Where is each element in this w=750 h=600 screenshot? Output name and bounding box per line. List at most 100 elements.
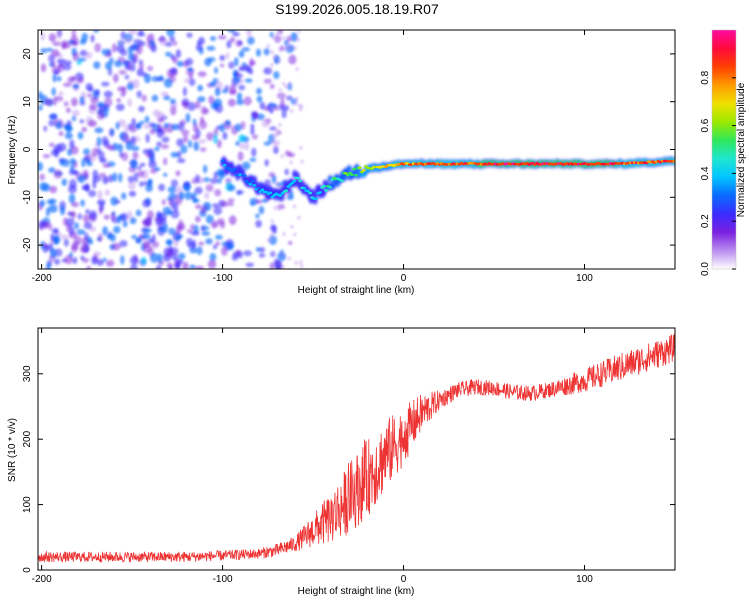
noise-blob [198, 139, 207, 144]
x-tick-label: -200 [32, 574, 52, 585]
noise-blob [91, 147, 99, 157]
carrier-core-blob [268, 191, 273, 195]
noise-blob [157, 128, 163, 133]
noise-blob [69, 139, 75, 149]
noise-blob [217, 35, 227, 40]
noise-blob [170, 151, 179, 158]
noise-blob [287, 44, 291, 49]
noise-blob [256, 95, 263, 103]
noise-blob [219, 123, 226, 133]
noise-blob [161, 136, 170, 143]
noise-blob [148, 122, 156, 128]
noise-blob [196, 40, 201, 47]
noise-blob [234, 57, 239, 67]
noise-blob [102, 257, 107, 262]
noise-blob [72, 241, 81, 247]
noise-blob [224, 85, 229, 91]
noise-blob [181, 101, 190, 107]
noise-blob [187, 139, 193, 148]
noise-blob [70, 35, 79, 46]
noise-blob [239, 143, 246, 150]
noise-blob [157, 253, 163, 264]
y-tick-label: -20 [22, 237, 33, 252]
noise-blob [92, 169, 99, 179]
noise-blob [138, 181, 145, 187]
noise-blob [39, 199, 45, 207]
noise-blob [163, 157, 168, 166]
noise-blob [216, 139, 222, 149]
noise-blob [163, 172, 168, 177]
noise-blob [182, 86, 187, 97]
noise-blob [129, 264, 138, 269]
x-tick-label: 0 [401, 273, 407, 284]
noise-blob [149, 40, 155, 47]
noise-blob [191, 192, 197, 198]
carrier-core-blob [242, 174, 247, 177]
noise-blob [52, 73, 57, 83]
noise-blob [276, 92, 286, 99]
noise-blob [48, 119, 55, 127]
noise-blob [222, 132, 228, 140]
noise-blob [97, 233, 103, 242]
noise-blob [191, 134, 200, 141]
noise-blob [263, 141, 271, 146]
noise-blob [72, 84, 80, 89]
noise-blob [287, 256, 291, 261]
noise-blob [152, 109, 161, 117]
noise-blob [229, 84, 237, 94]
noise-blob [277, 252, 287, 262]
noise-blob [287, 152, 295, 158]
noise-blob [42, 183, 51, 192]
noise-blob [129, 125, 137, 133]
noise-blob [187, 67, 194, 73]
noise-blob [196, 246, 203, 256]
noise-blob [141, 94, 147, 102]
noise-blob [125, 140, 133, 151]
noise-blob [227, 30, 236, 33]
noise-blob [232, 31, 240, 37]
noise-blob [214, 189, 222, 197]
noise-blob [62, 63, 72, 71]
noise-blob [272, 35, 276, 40]
colorbar-tick-label: 0.0 [700, 262, 711, 276]
noise-blob [81, 126, 87, 133]
chart-title: S199.2026.005.18.19.R07 [275, 1, 439, 17]
noise-blob [90, 34, 95, 43]
noise-blob [205, 238, 213, 245]
y-tick-label: 300 [22, 365, 33, 382]
noise-blob [250, 201, 255, 207]
noise-blob [90, 96, 99, 104]
noise-blob [182, 261, 189, 269]
noise-blob [227, 98, 236, 107]
noise-blob [38, 161, 44, 172]
noise-blob [183, 181, 191, 187]
colorbar-ticks: 0.0 0.2 0.4 0.6 0.8 [700, 70, 736, 276]
carrier-core-blob [264, 190, 269, 194]
noise-blob [127, 175, 135, 183]
noise-blob [128, 181, 136, 190]
noise-blob [165, 51, 172, 57]
spectrogram-x-ticks: -200 -100 0 100 [32, 30, 593, 284]
noise-blob [178, 253, 186, 260]
noise-blob [238, 40, 243, 46]
noise-blob [145, 133, 150, 143]
carrier-core-blob [354, 173, 358, 177]
noise-blob [40, 48, 47, 54]
snr-frame [37, 327, 676, 571]
noise-blob [82, 214, 90, 223]
noise-blob [226, 40, 232, 49]
noise-blob [122, 220, 128, 228]
noise-blob [197, 96, 206, 103]
noise-blob [255, 219, 262, 228]
noise-blob [61, 234, 69, 241]
noise-blob [53, 235, 59, 245]
carrier-core-blob [260, 188, 265, 191]
noise-blob [178, 191, 185, 200]
noise-blob [300, 159, 304, 164]
noise-blob [56, 30, 63, 40]
noise-blob [71, 97, 78, 107]
noise-blob [288, 81, 292, 86]
noise-blob [210, 221, 219, 229]
noise-blob [81, 184, 90, 191]
noise-blob [130, 135, 136, 146]
